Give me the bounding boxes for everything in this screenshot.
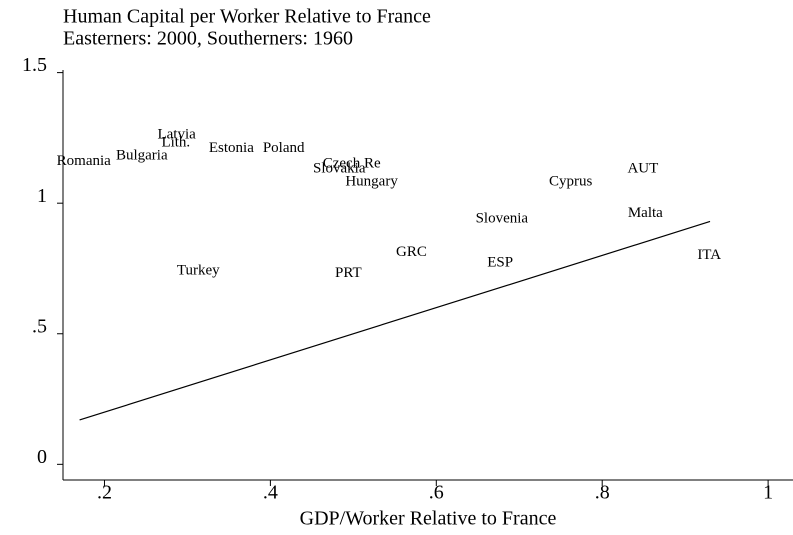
point-label: Poland: [263, 140, 305, 156]
point-label: GRC: [396, 244, 427, 260]
point-label: Estonia: [209, 140, 254, 156]
chart-subtitle: Easterners: 2000, Southerners: 1960: [63, 28, 353, 50]
point-label: ITA: [697, 247, 721, 263]
x-tick-label: 1: [763, 482, 773, 504]
point-label: Lith.: [161, 135, 190, 151]
y-tick-label: .5: [32, 315, 47, 337]
point-label: PRT: [335, 265, 362, 281]
point-label: Hungary: [345, 174, 398, 190]
x-tick-label: .8: [595, 482, 610, 504]
point-label: Bulgaria: [116, 148, 168, 164]
point-label: Slovakia: [313, 161, 366, 177]
point-label: AUT: [627, 161, 658, 177]
point-label: Latvia: [157, 127, 196, 143]
y-tick-label: 1: [37, 185, 47, 207]
x-tick-label: .2: [97, 482, 112, 504]
x-tick-label: .4: [263, 482, 278, 504]
chart-title: Human Capital per Worker Relative to Fra…: [63, 6, 431, 28]
point-label: Romania: [57, 153, 111, 169]
point-label: Malta: [628, 205, 663, 221]
y-tick-label: 0: [37, 446, 47, 468]
y-tick-label: 1.5: [22, 54, 47, 76]
x-tick-label: .6: [429, 482, 444, 504]
point-label: Slovenia: [476, 210, 529, 226]
reference-line: [79, 220, 711, 421]
point-label: Czech Re: [323, 155, 381, 171]
point-label: ESP: [487, 255, 513, 271]
point-label: Cyprus: [549, 174, 593, 190]
point-label: Turkey: [177, 263, 220, 279]
x-axis-label: GDP/Worker Relative to France: [300, 508, 557, 530]
